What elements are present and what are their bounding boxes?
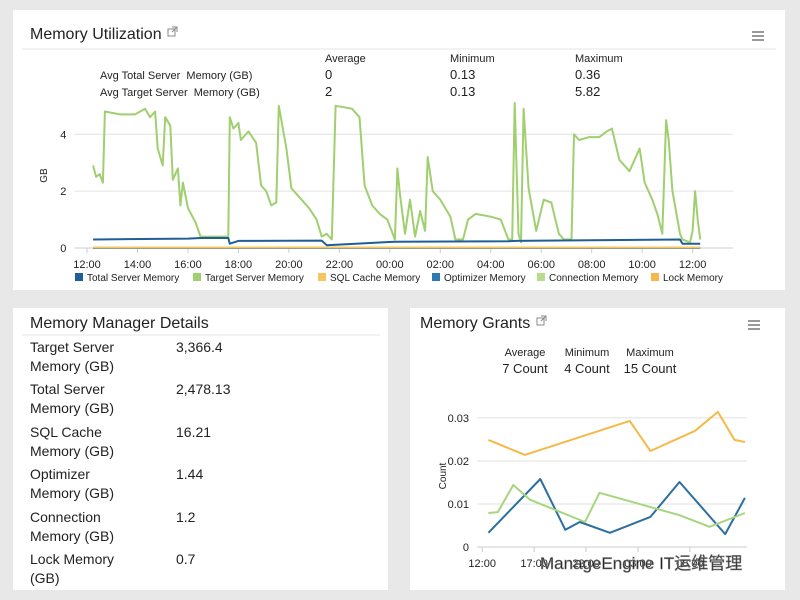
stat-header: Average: [505, 347, 546, 359]
stat-value: 15 Count: [624, 361, 677, 376]
x-tick-label: 12:00: [679, 259, 707, 271]
external-link-icon[interactable]: [536, 315, 547, 326]
menu-icon[interactable]: [752, 31, 764, 41]
x-tick-label: 08:00: [676, 558, 704, 570]
external-link-icon[interactable]: [167, 26, 178, 37]
x-tick-label: 12:00: [468, 558, 496, 570]
panel-title: Memory Manager Details: [30, 315, 209, 332]
stat-header: Minimum: [450, 53, 495, 65]
detail-value: 3,366.4: [176, 339, 223, 355]
detail-label: Total Server Memory (GB): [30, 381, 114, 417]
series-line: [487, 478, 746, 536]
x-tick-label: 04:00: [477, 259, 505, 271]
stat-label: Avg Target Server Memory (GB): [100, 87, 260, 99]
x-tick-label: 16:00: [174, 259, 202, 271]
stat-value: 7 Count: [502, 361, 548, 376]
detail-label: Optimizer Memory (GB): [30, 466, 114, 502]
panel-title: Memory Utilization: [30, 26, 162, 43]
series-line: [92, 102, 702, 244]
x-tick-label: 08:00: [578, 259, 606, 271]
stat-header: Maximum: [575, 53, 623, 65]
panel-title: Memory Grants: [420, 315, 530, 332]
y-axis-label: Count: [438, 462, 449, 489]
stat-value: 0.13: [450, 84, 475, 99]
stat-value: 4 Count: [564, 361, 610, 376]
y-tick-label: 0.01: [448, 499, 469, 511]
x-tick-label: 12:00: [73, 259, 101, 271]
panel: [13, 10, 785, 290]
watermark: ManageEngine IT运维管理: [540, 554, 742, 573]
legend-label: Connection Memory: [549, 273, 638, 284]
y-tick-label: 0.03: [448, 413, 469, 425]
detail-label: Lock Memory (GB): [30, 551, 115, 586]
x-tick-label: 10:00: [628, 259, 656, 271]
detail-label: Target Server Memory (GB): [30, 339, 115, 374]
legend-swatch: [75, 273, 83, 281]
stat-value: 0: [325, 67, 332, 82]
x-tick-label: 22:00: [572, 558, 600, 570]
x-tick-label: 14:00: [124, 259, 152, 271]
legend-label: SQL Cache Memory: [330, 273, 420, 284]
stat-header: Minimum: [565, 347, 610, 359]
y-tick-label: 0.02: [448, 456, 469, 468]
x-tick-label: 17:00: [520, 558, 548, 570]
legend-label: Optimizer Memory: [444, 273, 526, 284]
stat-value: 5.82: [575, 84, 600, 99]
stat-value: 0.13: [450, 67, 475, 82]
x-tick-label: 00:00: [376, 259, 404, 271]
stat-header: Maximum: [626, 347, 674, 359]
stat-value: 2: [325, 84, 332, 99]
legend-label: Total Server Memory: [87, 273, 179, 284]
legend-label: Target Server Memory: [205, 273, 304, 284]
y-tick-label: 0: [463, 542, 469, 554]
y-axis-label: GB: [39, 168, 50, 183]
y-tick-label: 2: [60, 186, 66, 198]
detail-value: 0.7: [176, 551, 196, 567]
legend-swatch: [432, 273, 440, 281]
x-tick-label: 06:00: [527, 259, 555, 271]
detail-value: 2,478.13: [176, 381, 231, 398]
legend-label: Lock Memory: [663, 273, 723, 284]
stat-label: Avg Total Server Memory (GB): [100, 70, 252, 82]
stat-header: Average: [325, 53, 366, 65]
legend-swatch: [193, 273, 201, 281]
detail-label: Connection Memory (GB): [30, 508, 114, 544]
memory-manager-details: Target Server Memory (GB) 3,366.4 Total Se…: [13, 308, 388, 590]
detail-value: 16.21: [176, 423, 212, 440]
x-tick-label: 20:00: [275, 259, 303, 271]
detail-value: 1.44: [176, 466, 204, 483]
menu-icon[interactable]: [748, 320, 760, 330]
x-tick-label: 02:00: [427, 259, 455, 271]
legend-swatch: [537, 273, 545, 281]
legend-swatch: [651, 273, 659, 281]
y-tick-label: 4: [60, 129, 66, 141]
detail-value: 1.2: [176, 508, 196, 525]
x-tick-label: 22:00: [326, 259, 354, 271]
x-tick-label: 03:00: [624, 558, 652, 570]
y-tick-label: 0: [60, 243, 66, 255]
series-line: [488, 410, 746, 456]
panel: [13, 308, 388, 590]
legend-swatch: [318, 273, 326, 281]
stat-value: 0.36: [575, 67, 600, 82]
x-tick-label: 18:00: [225, 259, 253, 271]
panel: [410, 308, 785, 590]
series-line: [93, 237, 701, 247]
series-line: [488, 484, 746, 528]
detail-label: SQL Cache Memory (GB): [30, 423, 114, 459]
